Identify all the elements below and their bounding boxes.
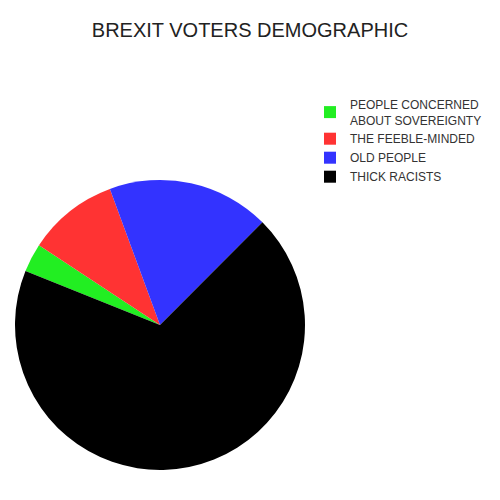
svg-text:BREXIT VOTERS DEMOGRAPHIC: BREXIT VOTERS DEMOGRAPHIC — [92, 19, 408, 41]
svg-text:PEOPLE CONCERNEDABOUT SOVEREIG: PEOPLE CONCERNEDABOUT SOVEREIGNTY — [350, 98, 481, 128]
svg-text:THE FEEBLE-MINDED: THE FEEBLE-MINDED — [350, 132, 475, 146]
svg-text:THICK RACISTS: THICK RACISTS — [350, 170, 441, 184]
svg-text:OLD PEOPLE: OLD PEOPLE — [350, 151, 426, 165]
